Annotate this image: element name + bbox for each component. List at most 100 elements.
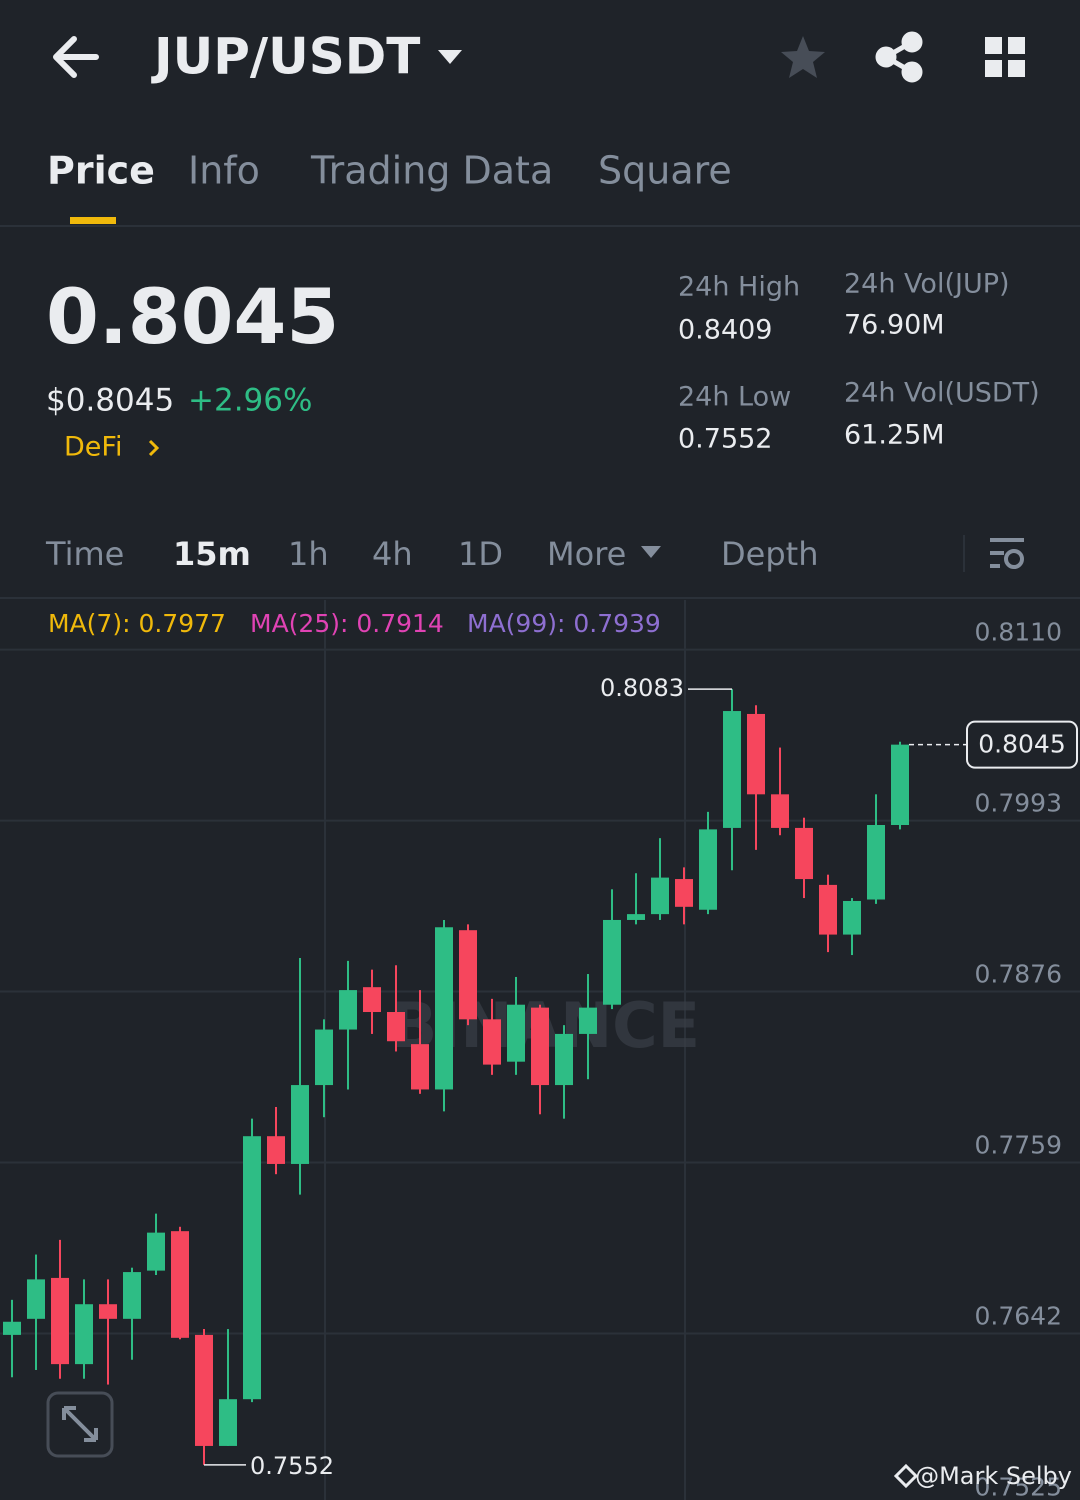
stat-value: 0.8409	[678, 315, 772, 346]
candle-body	[747, 713, 765, 795]
candle-body	[315, 1029, 333, 1086]
candle-body	[483, 1019, 501, 1065]
candle-body	[3, 1321, 21, 1335]
candle-body	[243, 1136, 261, 1400]
low-marker-label: 0.7552	[250, 1452, 334, 1480]
last-price: 0.8045	[46, 272, 339, 361]
candle-body	[819, 884, 837, 935]
share-dot	[875, 46, 897, 68]
expand-button[interactable]	[46, 1391, 114, 1458]
stat-value: 61.25M	[844, 420, 945, 451]
candle-body	[123, 1272, 141, 1319]
square	[1008, 37, 1025, 54]
chart-settings-icon[interactable]	[990, 538, 1024, 569]
candle-body	[291, 1085, 309, 1164]
more-caret	[641, 546, 661, 558]
candle-body	[339, 990, 357, 1030]
candle-body	[723, 711, 741, 828]
square	[985, 60, 1002, 77]
high-marker-label: 0.8083	[600, 674, 684, 702]
y-tick-label: 0.8110	[975, 618, 1062, 647]
tab[interactable]: Info	[188, 149, 260, 193]
candle-body	[579, 1007, 597, 1034]
icon-gear	[1004, 549, 1024, 569]
candle-body	[171, 1231, 189, 1338]
tab[interactable]: Trading Data	[310, 149, 553, 193]
candle-body	[675, 879, 693, 907]
candle-body	[867, 825, 885, 900]
candle-body	[795, 827, 813, 880]
stat-label: 24h Low	[678, 382, 791, 413]
interval[interactable]: Time	[45, 535, 124, 573]
back-button[interactable]	[53, 36, 99, 78]
y-tick-label: 0.7759	[975, 1131, 1062, 1160]
stat-value: 0.7552	[678, 424, 772, 455]
chevron	[148, 439, 160, 457]
interval[interactable]: Depth	[721, 535, 818, 573]
stat-value: 76.90M	[844, 310, 945, 341]
candle-body	[699, 829, 717, 910]
candle-body	[603, 919, 621, 1005]
candle-body	[99, 1304, 117, 1319]
pair-title[interactable]: JUP/USDT	[151, 28, 420, 86]
square	[1008, 60, 1025, 77]
series-layer	[3, 689, 909, 1465]
stat-label: 24h Vol(USDT)	[844, 378, 1040, 409]
share-dot	[901, 31, 923, 53]
credit: @Mark Selby	[915, 1462, 1072, 1490]
tab-active[interactable]: Price	[47, 149, 155, 193]
candle-body	[147, 1232, 165, 1271]
expand-icon	[62, 1406, 98, 1442]
usd-price: $0.8045	[46, 383, 174, 419]
candle-body	[555, 1033, 573, 1086]
sector-tag[interactable]: DeFi	[64, 432, 122, 463]
share-icon[interactable]	[875, 31, 923, 83]
candle-body	[843, 900, 861, 935]
y-tick-label: 0.7876	[975, 960, 1062, 989]
candle-body	[363, 987, 381, 1013]
square	[985, 37, 1002, 54]
legend-entry: MA(99): 0.7939	[467, 609, 661, 638]
interval[interactable]: 1D	[458, 535, 503, 573]
grid-menu-icon[interactable]	[985, 37, 1025, 77]
candle-body	[51, 1277, 69, 1365]
share-dot	[901, 61, 923, 83]
candle-body	[195, 1334, 213, 1446]
last-price-box	[966, 720, 1078, 769]
y-tick-label: 0.7993	[975, 789, 1062, 818]
candle-body	[651, 877, 669, 915]
interval[interactable]: More	[547, 535, 626, 573]
stat-label: 24h High	[678, 272, 800, 303]
tab-indicator	[70, 217, 116, 224]
candle-body	[459, 930, 477, 1020]
candle-body	[771, 794, 789, 828]
legend-entry: MA(7): 0.7977	[48, 609, 226, 638]
interval[interactable]: 4h	[372, 535, 413, 573]
interval-active[interactable]: 15m	[173, 535, 251, 573]
price-change: +2.96%	[188, 383, 312, 419]
candle-body	[411, 1044, 429, 1090]
stat-label: 24h Vol(JUP)	[844, 269, 1010, 300]
candle-body	[75, 1304, 93, 1365]
candle-body	[507, 1004, 525, 1062]
credit-logo	[893, 1463, 919, 1489]
interval[interactable]: 1h	[288, 535, 329, 573]
last-price-label: 0.8045	[978, 730, 1065, 759]
candle-body	[891, 744, 909, 825]
y-tick-label: 0.7642	[975, 1301, 1062, 1330]
candle-body	[27, 1279, 45, 1319]
candle-body	[531, 1007, 549, 1086]
candle-body	[387, 1012, 405, 1042]
favorite-icon[interactable]	[781, 36, 825, 78]
back-arrow	[53, 36, 99, 78]
candle-body	[219, 1399, 237, 1446]
y-tick-label: 0.7525	[975, 1472, 1062, 1500]
pair-dropdown[interactable]	[438, 50, 462, 64]
tab[interactable]: Square	[598, 149, 732, 193]
candle-body	[267, 1136, 285, 1164]
plot-area: 0.8110 0.7993 0.7876 0.7759 0.7642 0.7525 MA(7…	[0, 609, 1080, 1500]
legend-entry: MA(25): 0.7914	[250, 609, 444, 638]
candle-body	[627, 914, 645, 920]
